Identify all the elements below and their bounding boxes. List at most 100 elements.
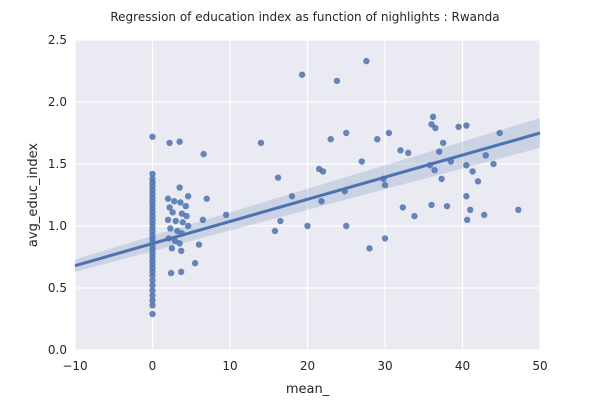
data-point (429, 113, 437, 121)
data-point (496, 129, 503, 137)
data-point (277, 217, 284, 225)
data-point (463, 162, 470, 169)
data-point (288, 193, 296, 200)
x-tick-label: 30 (377, 359, 392, 373)
data-point (182, 202, 190, 210)
data-point (463, 122, 470, 129)
data-point (203, 195, 210, 202)
data-point (169, 209, 176, 216)
data-point (467, 206, 474, 214)
data-point (149, 282, 156, 289)
data-point (399, 204, 407, 211)
data-point (172, 217, 179, 225)
data-point (171, 198, 178, 205)
data-point (149, 310, 156, 318)
data-point (149, 277, 156, 284)
data-point (184, 222, 192, 230)
data-point (343, 129, 350, 137)
data-point (176, 184, 183, 191)
data-point (431, 167, 438, 174)
data-point (304, 222, 311, 230)
data-point (327, 136, 334, 143)
data-point (436, 148, 443, 155)
x-axis-label: mean_ (286, 382, 330, 397)
data-point (438, 175, 445, 183)
x-tick-label: 50 (532, 359, 547, 373)
data-point (149, 297, 156, 304)
data-point (149, 272, 156, 279)
data-point (432, 124, 439, 132)
data-point (183, 212, 190, 220)
data-point (184, 193, 192, 200)
x-tick-label: 20 (300, 359, 315, 373)
regression-line-group (74, 131, 541, 268)
y-tick-label: 0.5 (48, 281, 67, 295)
y-tick-labels: 0.0 0.5 1.0 1.5 2.0 2.5 (48, 33, 67, 357)
data-point (164, 195, 172, 202)
data-point (319, 168, 327, 175)
data-point (177, 199, 184, 206)
data-point (168, 245, 176, 252)
data-point (179, 219, 186, 226)
data-point (343, 222, 350, 230)
y-tick-label: 2.0 (48, 95, 67, 109)
data-point (455, 123, 462, 130)
x-tick-label: 40 (455, 359, 470, 373)
data-point (149, 302, 156, 309)
data-point (381, 181, 389, 189)
data-point (363, 57, 370, 65)
data-point (366, 245, 373, 252)
data-point (222, 211, 230, 219)
data-point (411, 212, 418, 220)
data-point (271, 227, 279, 235)
data-point (443, 202, 451, 210)
data-point (167, 225, 174, 232)
data-point (166, 204, 173, 211)
data-point (358, 158, 365, 165)
data-point (166, 139, 173, 147)
data-point (463, 216, 471, 223)
data-point (469, 168, 476, 175)
x-tick-label: 0 (149, 359, 157, 373)
data-point (405, 149, 412, 157)
y-tick-label: 2.5 (48, 33, 67, 47)
y-tick-label: 1.0 (48, 219, 67, 233)
data-point (177, 247, 185, 254)
data-point (200, 150, 207, 158)
data-point (298, 71, 306, 78)
data-point (428, 201, 435, 209)
data-point (167, 269, 175, 277)
data-point (474, 178, 482, 185)
x-tick-labels: −10 0 10 20 30 40 50 (62, 359, 547, 373)
data-point (149, 133, 156, 140)
data-point (385, 129, 393, 137)
y-axis-label: avg_educ_index (26, 143, 41, 247)
data-point (176, 138, 183, 145)
data-point (490, 160, 497, 168)
data-point (274, 174, 282, 181)
data-point (463, 193, 470, 200)
y-tick-label: 1.5 (48, 157, 67, 171)
data-point (257, 139, 265, 147)
data-point (397, 147, 404, 154)
data-point (176, 240, 183, 247)
data-point (149, 170, 156, 178)
data-point (374, 136, 381, 143)
data-point (195, 241, 203, 248)
data-point (333, 77, 341, 85)
data-point (177, 268, 185, 276)
y-tick-label: 0.0 (48, 343, 67, 357)
data-point (191, 260, 199, 267)
data-point (164, 216, 172, 223)
x-tick-label: 10 (222, 359, 237, 373)
chart-title: Regression of education index as functio… (110, 10, 499, 24)
data-point (515, 206, 522, 214)
data-point (149, 292, 156, 299)
data-point (481, 211, 488, 219)
data-point (199, 216, 207, 223)
data-point (318, 198, 325, 205)
data-point (381, 235, 389, 242)
scatter-points (149, 57, 522, 318)
data-point (482, 152, 489, 159)
